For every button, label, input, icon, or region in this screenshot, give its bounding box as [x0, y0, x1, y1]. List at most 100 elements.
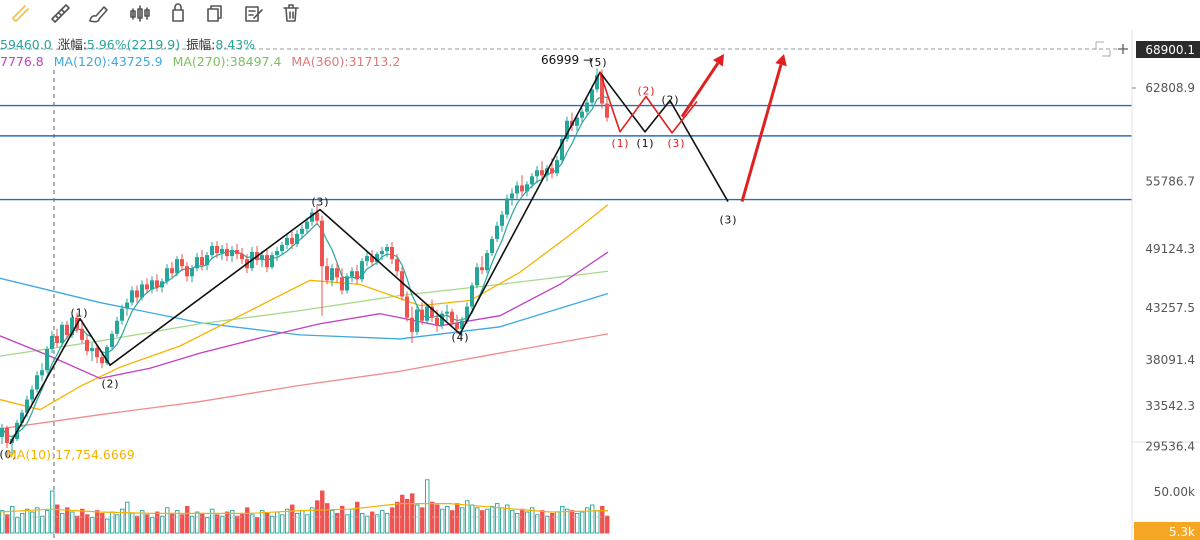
volume-bar — [130, 512, 135, 534]
marked-price-badge — [1136, 80, 1200, 96]
price-plot: (0) (1) (2) (3) (4) (5) (1) (2) (3) (1) (2) (3) 6699… — [0, 48, 1132, 540]
candle — [390, 241, 394, 265]
volume-bar — [330, 510, 335, 534]
volume-bar — [160, 515, 165, 534]
candle-body — [540, 170, 544, 176]
candle — [345, 273, 349, 294]
ruler-icon[interactable] — [51, 4, 70, 23]
candle — [485, 250, 489, 274]
price-tick-label: 33542.3 — [1145, 399, 1195, 413]
volume-bar — [85, 514, 90, 534]
red-arrow-shaft — [680, 62, 720, 118]
candle-body — [495, 225, 499, 239]
candle-body — [515, 185, 519, 194]
price-tick-label: 49124.3 — [1145, 242, 1195, 256]
candle — [35, 371, 39, 393]
volume-bar — [540, 510, 545, 534]
volume-bar — [420, 507, 425, 534]
candle-body — [415, 309, 419, 332]
candle-body — [365, 256, 369, 262]
candle-body — [480, 267, 484, 271]
volume-bar — [325, 503, 330, 534]
volume-bar — [165, 507, 170, 534]
candle-body — [305, 221, 309, 229]
candle — [160, 278, 164, 293]
volume-bar — [285, 508, 290, 534]
candle-body — [100, 357, 104, 364]
candle — [145, 278, 149, 293]
candle-body — [590, 89, 594, 103]
volume-bar — [65, 507, 70, 534]
toolbar — [12, 3, 299, 23]
candle-body — [160, 281, 164, 288]
candle — [180, 254, 184, 272]
volume-bar — [600, 505, 605, 534]
candle-body — [235, 250, 239, 255]
volume-bar — [475, 507, 480, 534]
candle — [425, 303, 429, 324]
candle — [310, 208, 314, 226]
candle-body — [460, 320, 464, 329]
volume-bar — [35, 507, 40, 534]
candle-style-icon[interactable] — [130, 5, 150, 22]
red-arrow — [740, 54, 787, 202]
candles — [0, 68, 609, 456]
volume-bar — [175, 510, 180, 534]
candle-body — [485, 253, 489, 271]
candle — [420, 302, 424, 325]
candle — [330, 264, 334, 287]
wave-label: (4) — [450, 331, 470, 344]
volume-bar — [260, 510, 265, 534]
volume-bar — [570, 510, 575, 534]
volume-bar — [365, 515, 370, 534]
candle — [510, 188, 514, 206]
volume-bar — [245, 507, 250, 534]
candle-body — [370, 256, 374, 263]
candle-body — [220, 249, 224, 254]
volume-bar — [515, 512, 520, 534]
candle — [190, 265, 194, 283]
volume-bar — [55, 504, 60, 534]
candle — [355, 265, 359, 285]
candle-body — [95, 348, 99, 358]
candle — [500, 210, 504, 232]
volume-bar — [125, 501, 130, 534]
add-plus-icon[interactable] — [1118, 44, 1128, 54]
volume-bar — [180, 514, 185, 534]
copy-icon[interactable] — [207, 5, 222, 22]
volume-bar — [565, 508, 570, 534]
wave-label: (3) — [310, 196, 330, 209]
candle — [260, 251, 264, 268]
candle-body — [520, 185, 524, 192]
candle-body — [510, 193, 514, 199]
red-arrow-head — [712, 54, 724, 67]
candle-body — [380, 251, 384, 255]
candle — [350, 267, 354, 283]
candle — [475, 263, 479, 289]
candle-body — [185, 266, 189, 277]
volume-bar — [580, 511, 585, 534]
candle-body — [140, 284, 144, 298]
candle-body — [205, 255, 209, 266]
volume-bar — [105, 518, 110, 534]
candle — [5, 425, 9, 449]
price-axis: 55786.7 49124.3 43257.5 38091.4 33542.3 29536… — [1131, 30, 1200, 540]
magnet-icon[interactable] — [12, 5, 29, 22]
trash-icon[interactable] — [283, 4, 299, 22]
brush-icon[interactable] — [89, 6, 108, 23]
candle — [405, 291, 409, 322]
lock-icon[interactable] — [172, 3, 184, 22]
candle-body — [400, 271, 404, 297]
volume-bar — [135, 515, 140, 534]
candle-body — [0, 427, 4, 437]
volume-bar — [425, 479, 430, 534]
candle — [265, 250, 269, 273]
volume-bar — [400, 494, 405, 534]
edit-note-icon[interactable] — [245, 6, 263, 22]
candle-body — [30, 389, 34, 400]
candle-body — [125, 302, 129, 309]
candle-body — [120, 308, 124, 321]
candle-body — [240, 254, 244, 260]
candle — [530, 173, 534, 189]
